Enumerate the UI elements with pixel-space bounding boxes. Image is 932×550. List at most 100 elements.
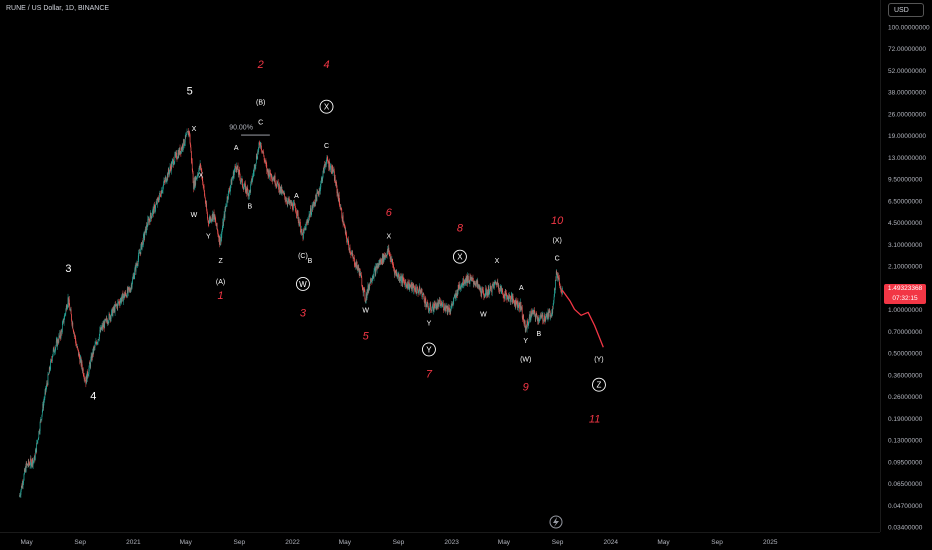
candle-body	[299, 224, 300, 226]
lightning-icon[interactable]	[549, 515, 563, 529]
candle-body	[202, 178, 204, 185]
candle-body	[309, 213, 311, 218]
candle-body	[80, 357, 81, 359]
candle-body	[141, 242, 143, 250]
candle-body	[276, 183, 277, 186]
bar-countdown: 07:32:15	[892, 295, 918, 302]
candle-body	[546, 313, 548, 316]
candle-body	[514, 300, 516, 307]
circled-wave-label: Y	[426, 345, 432, 354]
candle-body	[396, 272, 398, 276]
candle-body	[115, 304, 116, 306]
wave-label: A	[519, 285, 524, 292]
candle-body	[484, 295, 486, 297]
chart-title: RUNE / US Dollar, 1D, BINANCE	[6, 5, 110, 12]
candle-body	[485, 288, 486, 296]
candle-body	[116, 304, 118, 308]
candle-body	[305, 227, 306, 230]
price-axis[interactable]: 100.00000000 72.00000000 52.00000000 38.000…	[888, 25, 930, 532]
candle-body	[510, 296, 511, 302]
candle-body	[112, 310, 114, 316]
candle-body	[152, 208, 154, 211]
time-axis[interactable]: May Sep 2021 May Sep 2022 May Sep 2023 May Sep 2024…	[20, 539, 777, 546]
candle-body	[226, 196, 228, 204]
candle-body	[275, 183, 276, 185]
candle-body	[492, 284, 493, 286]
candle-body	[457, 292, 459, 296]
candle-body	[92, 348, 94, 354]
candle-body	[390, 257, 392, 263]
candle-body	[269, 169, 271, 176]
candle-body	[412, 284, 414, 291]
candle-body	[283, 193, 285, 194]
candle-body	[551, 309, 553, 317]
candle-body	[113, 307, 115, 310]
event-marker[interactable]	[549, 515, 563, 529]
candle-body	[301, 229, 303, 235]
time-tick-label: 2022	[285, 539, 300, 546]
candle-body	[222, 222, 224, 226]
time-scale-separator	[0, 532, 880, 533]
candle-body	[475, 284, 476, 286]
currency-button[interactable]: USD	[888, 3, 924, 17]
candle-body	[76, 346, 78, 348]
candle-body	[218, 236, 220, 242]
candle-body	[489, 289, 490, 294]
candle-body	[512, 296, 514, 300]
candle-body	[541, 316, 542, 318]
candle-body	[430, 309, 432, 311]
candle-body	[72, 329, 74, 332]
candle-body	[180, 151, 182, 154]
candle-body	[500, 285, 502, 291]
candle-body	[426, 304, 428, 307]
candle-body	[514, 300, 516, 305]
candle-body	[98, 339, 100, 340]
candle-body	[99, 329, 101, 332]
wave-label: 11	[589, 414, 600, 426]
candle-body	[461, 285, 462, 286]
candle-body	[338, 194, 340, 201]
candle-body	[314, 203, 316, 205]
candle-body	[527, 322, 529, 326]
candle-body	[319, 188, 320, 192]
candle-body	[217, 229, 218, 232]
candle-body	[193, 183, 194, 190]
candle-body	[444, 304, 446, 309]
candle-body	[400, 276, 402, 283]
candle-body	[447, 305, 449, 310]
candle-body	[324, 164, 326, 166]
candle-body	[321, 177, 323, 182]
wave-label: (B)	[256, 99, 265, 106]
wave-label: B	[536, 331, 541, 338]
price-tick-label: 13.00000000	[888, 155, 926, 162]
candle-body	[215, 223, 217, 227]
candle-body	[403, 279, 405, 281]
candle-body	[517, 300, 518, 307]
candle-body	[156, 201, 157, 204]
candle-body	[168, 172, 170, 174]
candle-body	[220, 237, 221, 245]
candle-body	[320, 187, 321, 192]
candle-body	[530, 310, 532, 320]
candle-body	[453, 296, 455, 298]
candle-body	[215, 220, 217, 224]
candle-body	[550, 316, 551, 318]
candle-body	[428, 308, 429, 313]
candle-body	[443, 309, 445, 310]
candle-body	[306, 220, 308, 223]
candle-body	[218, 236, 220, 242]
candle-body	[521, 308, 522, 309]
candle-body	[93, 347, 95, 354]
candle-body	[556, 273, 558, 275]
candle-body	[480, 287, 482, 294]
wave-label: A	[294, 193, 299, 200]
candle-body	[354, 264, 356, 266]
candle-body	[273, 178, 275, 182]
candle-body	[524, 324, 526, 332]
candle-body	[232, 172, 234, 178]
candle-body	[141, 243, 143, 250]
candle-body	[167, 173, 168, 180]
candle-body	[98, 339, 99, 340]
candle-body	[383, 255, 385, 262]
